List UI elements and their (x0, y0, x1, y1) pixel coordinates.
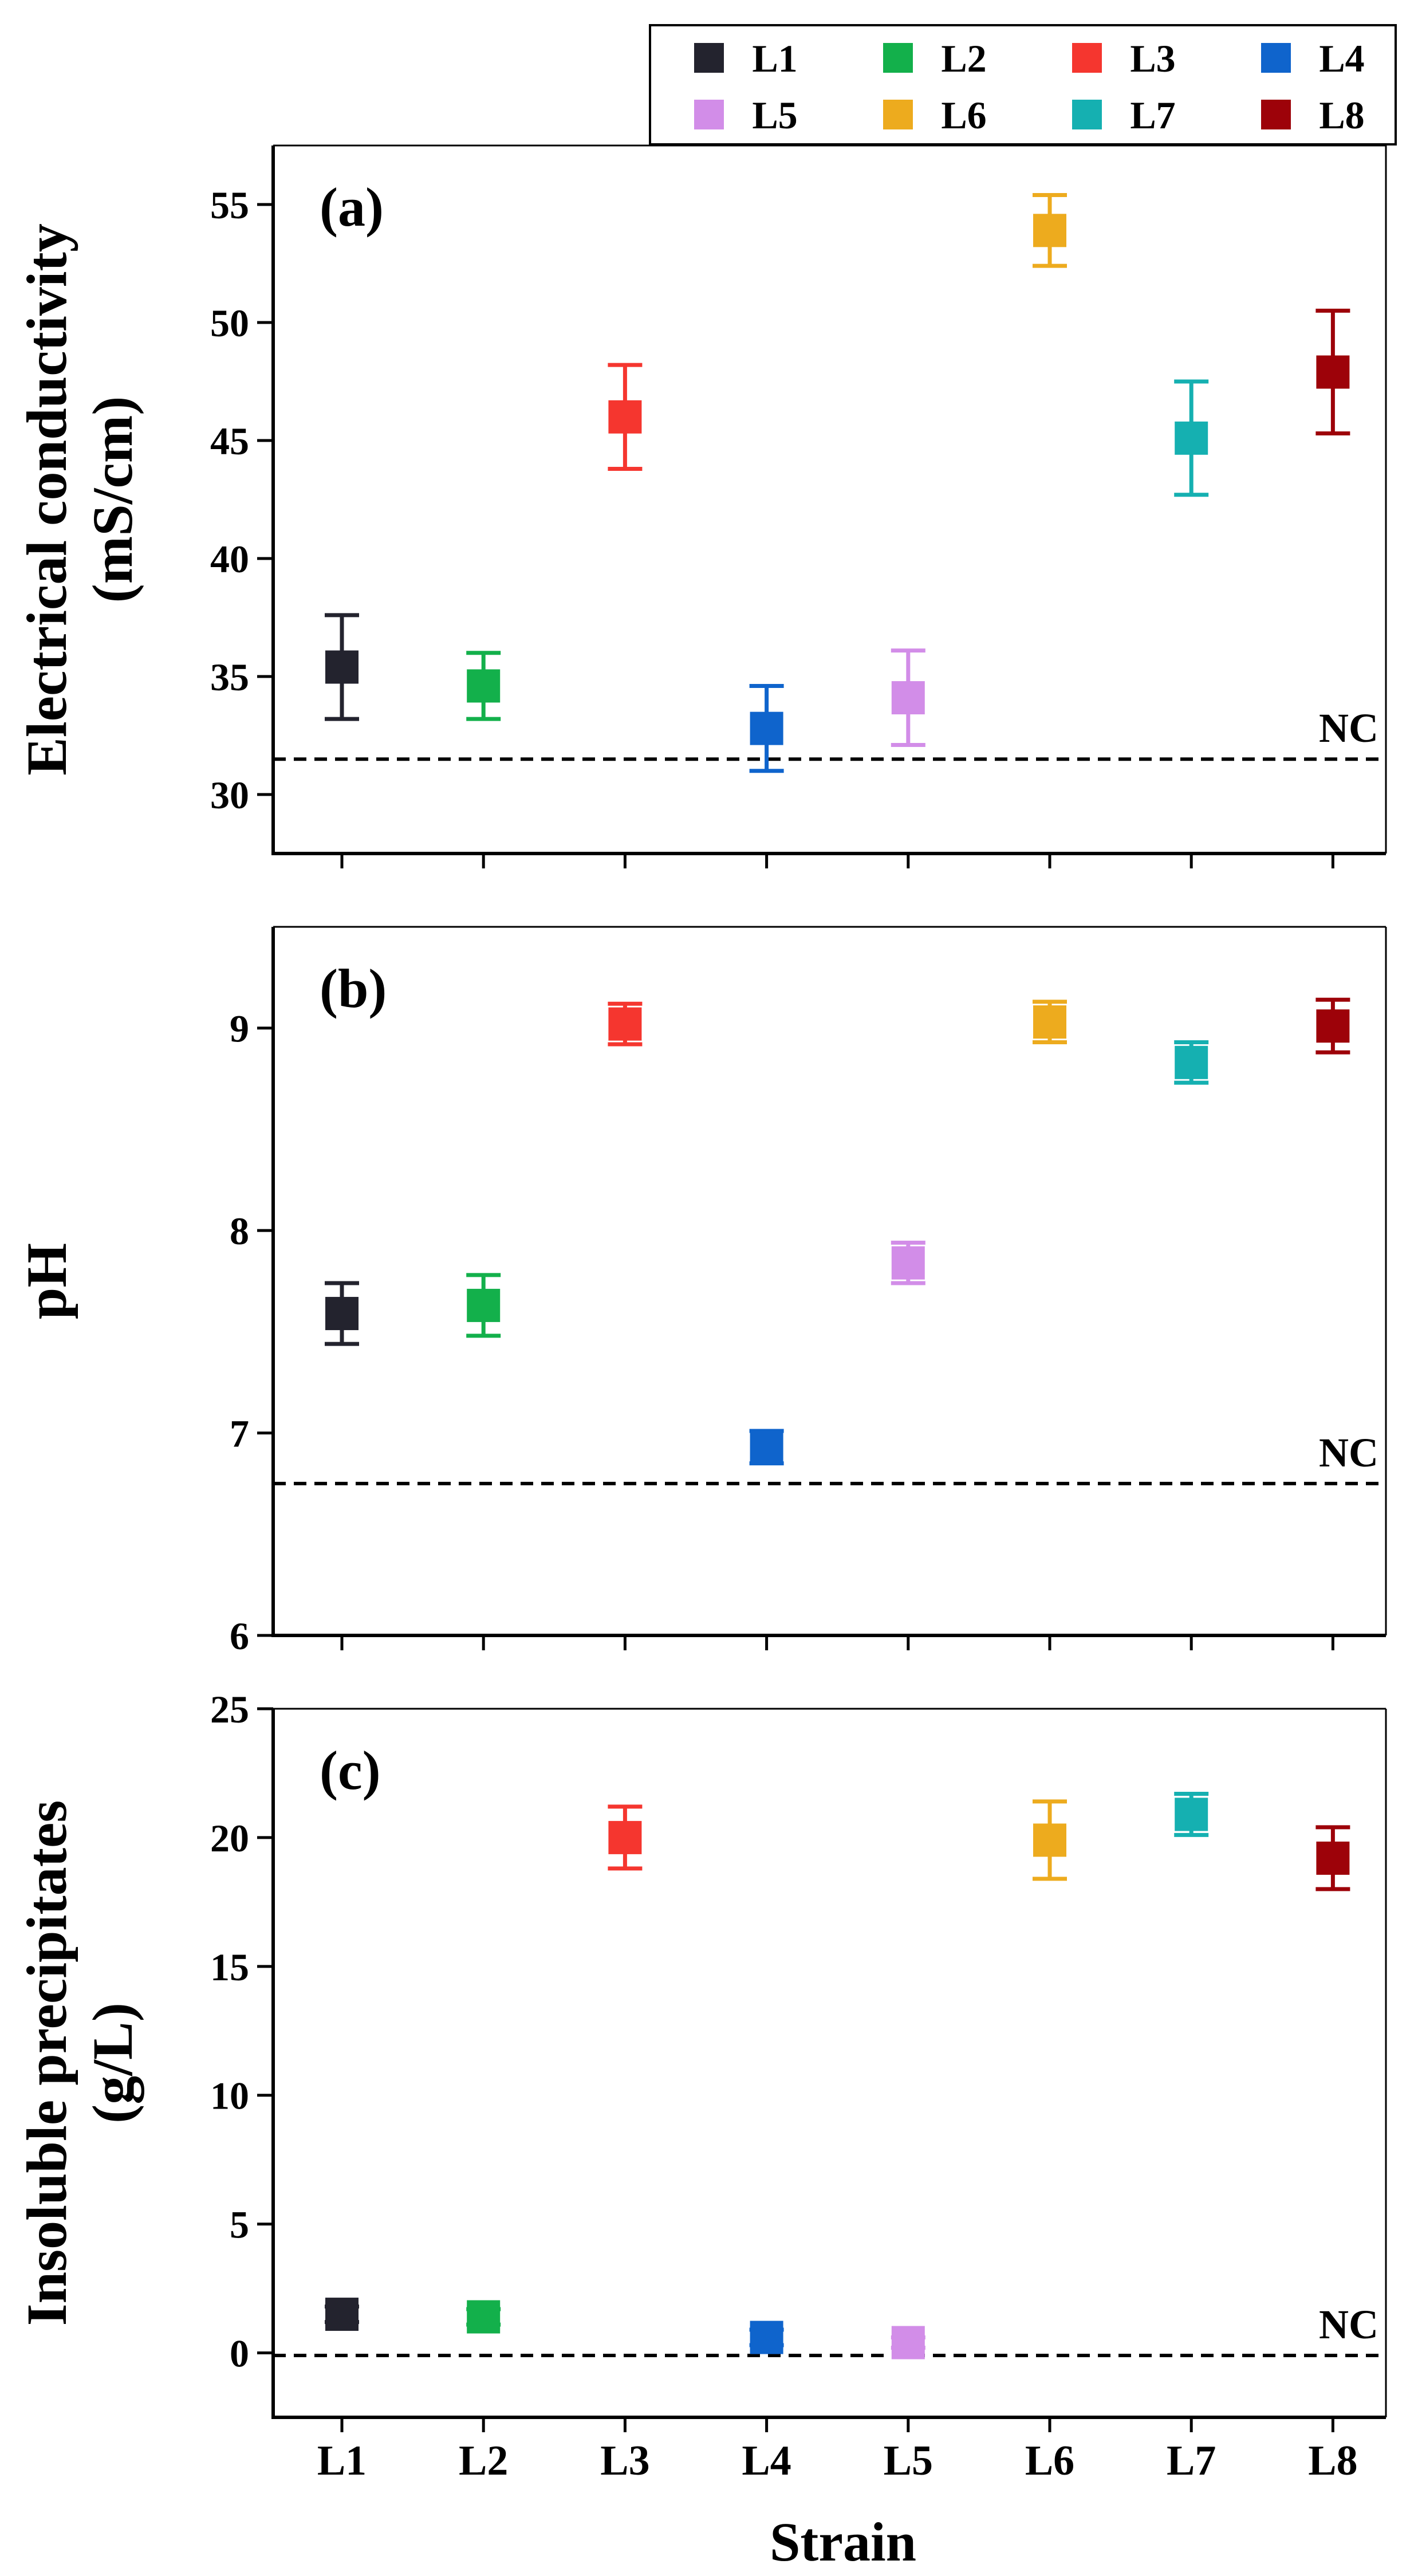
panel-label: (b) (320, 958, 387, 1019)
data-point-L8 (1316, 355, 1350, 389)
y-tick-label: 15 (210, 1945, 249, 1989)
data-point-L2 (467, 2300, 501, 2334)
x-tick-label: L5 (884, 2437, 933, 2484)
panel-label: (a) (320, 176, 384, 238)
legend-marker (694, 43, 724, 73)
data-point-L1 (325, 2298, 359, 2331)
data-point-L7 (1175, 421, 1208, 455)
data-point-L6 (1033, 214, 1066, 247)
y-axis-title: Electrical conductivity (15, 223, 78, 776)
y-axis-title-unit: (mS/cm) (81, 396, 144, 603)
legend-marker (883, 100, 913, 129)
y-axis-title: Insoluble precipitates (15, 1800, 78, 2326)
nc-label: NC (1319, 2302, 1378, 2347)
panel-label: (c) (320, 1740, 381, 1801)
y-tick-label: 20 (210, 1816, 249, 1860)
y-tick-label: 55 (210, 183, 249, 227)
data-point-L3 (608, 400, 642, 434)
legend-marker (883, 43, 913, 73)
data-point-L5 (891, 681, 925, 715)
x-tick-label: L2 (459, 2437, 508, 2484)
data-point-L2 (467, 669, 501, 703)
y-tick-label: 8 (230, 1209, 249, 1253)
panel-b: 6 7 8 9 pH (b) NC (15, 926, 1387, 1658)
legend-marker (694, 100, 724, 129)
y-tick-label: 50 (210, 301, 249, 345)
legend-label: L5 (752, 93, 797, 137)
data-point-L3 (608, 1820, 642, 1854)
y-tick-label: 35 (210, 655, 249, 699)
y-tick-label: 40 (210, 537, 249, 581)
y-tick-label: 10 (210, 2074, 249, 2118)
data-point-L8 (1316, 1841, 1350, 1875)
data-point-L2 (467, 1288, 501, 1322)
y-tick-label: 45 (210, 419, 249, 463)
legend-label: L2 (941, 37, 986, 80)
data-point-L1 (325, 650, 359, 684)
y-tick-label: 30 (210, 773, 249, 817)
y-tick-label: 0 (230, 2332, 249, 2376)
y-axis-title-unit: (g/L) (81, 2003, 144, 2123)
y-tick-label: 9 (230, 1007, 249, 1051)
data-point-L4 (750, 1430, 783, 1464)
x-tick-label: L8 (1308, 2437, 1357, 2484)
data-point-L6 (1033, 1005, 1066, 1039)
legend-marker (1261, 100, 1291, 129)
legend-label: L7 (1130, 93, 1175, 137)
x-tick-label: L1 (317, 2437, 367, 2484)
y-tick-label: 7 (230, 1412, 249, 1456)
data-point-L7 (1175, 1798, 1208, 1831)
data-point-L6 (1033, 1823, 1066, 1857)
data-point-L4 (750, 711, 783, 745)
data-point-L8 (1316, 1009, 1350, 1043)
x-tick-label: L7 (1167, 2437, 1216, 2484)
y-tick-label: 5 (230, 2203, 249, 2247)
data-point-L1 (325, 1297, 359, 1331)
data-point-L4 (750, 2321, 783, 2354)
panel-c: 0 5 10 15 20 25 L1 L2 L3 L4 L5 L6 L7 L8 Insoluble prec… (15, 1688, 1387, 2484)
data-point-L7 (1175, 1045, 1208, 1079)
x-tick-label: L4 (742, 2437, 791, 2484)
y-tick-label: 25 (210, 1688, 249, 1731)
y-tick-label: 6 (230, 1614, 249, 1658)
x-tick-label: L3 (600, 2437, 649, 2484)
legend-label: L3 (1130, 37, 1175, 80)
y-axis-title: pH (15, 1243, 78, 1319)
legend-marker (1261, 43, 1291, 73)
nc-label: NC (1319, 705, 1378, 751)
legend-label: L1 (752, 37, 797, 80)
legend: L1 L2 L3 L4 L5 L6 L7 L8 (649, 24, 1397, 145)
legend-label: L8 (1319, 93, 1364, 137)
data-point-L3 (608, 1007, 642, 1041)
panel-a: 30 35 40 45 50 55 Electrical conductivity (mS/c… (15, 144, 1387, 868)
data-point-L5 (891, 2326, 925, 2359)
data-point-L5 (891, 1246, 925, 1280)
legend-marker (1072, 43, 1102, 73)
x-tick-label: L6 (1025, 2437, 1074, 2484)
legend-marker (1072, 100, 1102, 129)
x-axis-title: Strain (770, 2511, 916, 2573)
legend-label: L4 (1319, 37, 1364, 80)
nc-label: NC (1319, 1430, 1378, 1476)
legend-label: L6 (941, 93, 986, 137)
